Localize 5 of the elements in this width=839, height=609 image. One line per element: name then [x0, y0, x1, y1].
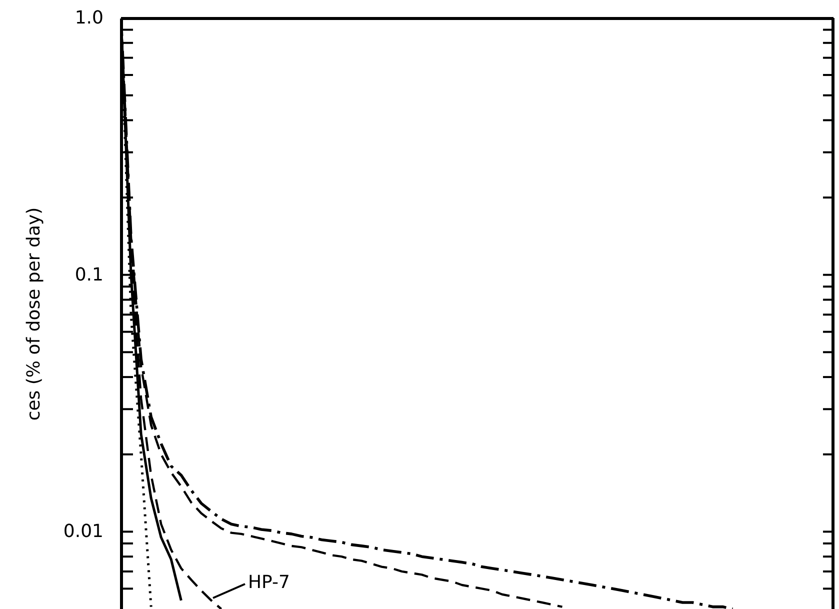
y-tick-label: 0.1	[74, 264, 104, 286]
y-tick-label: 0.01	[63, 521, 104, 542]
y-tick-label: 1.0	[74, 8, 104, 28]
y-axis-title: ces (% of dose per day)	[23, 207, 44, 421]
annotation: HP-7	[248, 572, 290, 593]
